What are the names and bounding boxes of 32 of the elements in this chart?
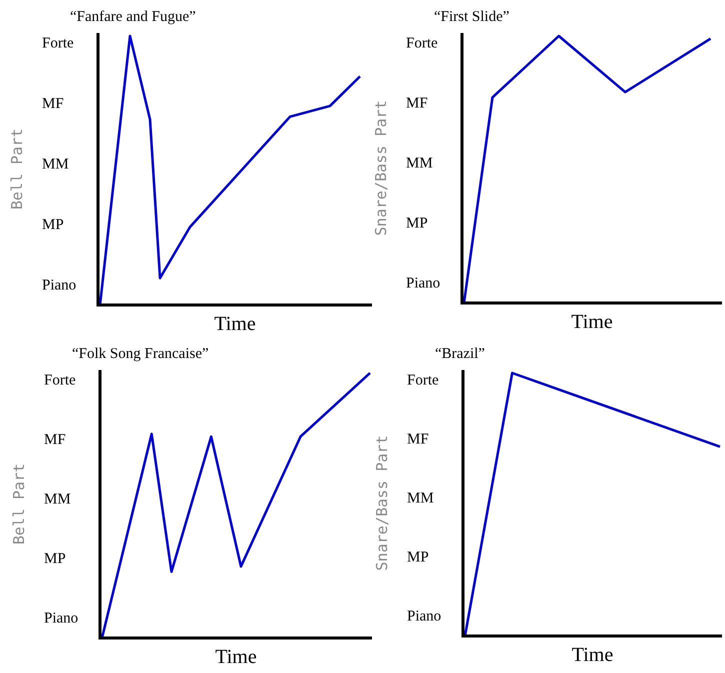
text: MP — [406, 215, 428, 232]
text: MP — [44, 550, 66, 567]
text: Forte — [407, 372, 440, 388]
text: MP — [42, 216, 64, 233]
chart-title: “Brazil” — [435, 346, 485, 362]
chart-title: “First Slide” — [434, 9, 510, 25]
text: MF — [44, 432, 66, 448]
y-axis-title: Snare/Bass Part — [373, 435, 391, 571]
x-axis-title: Time — [572, 644, 614, 666]
y-axis-title: Bell Part — [10, 463, 28, 545]
text: MF — [42, 96, 64, 112]
x-axis-title: Time — [215, 646, 257, 668]
text: Piano — [44, 610, 78, 626]
text: Forte — [42, 35, 74, 52]
text: Forte — [406, 35, 438, 52]
y-axis-title: Snare/Bass Part — [372, 100, 390, 236]
text: MM — [406, 155, 433, 172]
x-axis-title: Time — [214, 313, 256, 335]
text: Piano — [406, 275, 440, 292]
text: Forte — [44, 372, 76, 388]
text: MF — [406, 95, 428, 112]
chart-title: “Folk Song Francaise” — [72, 346, 209, 362]
text: MP — [407, 549, 429, 566]
text: Piano — [407, 608, 442, 624]
text: Piano — [42, 277, 76, 294]
y-axis-title: Bell Part — [8, 128, 26, 210]
text: MM — [44, 491, 71, 508]
text: MM — [42, 156, 69, 172]
chart-title: “Fanfare and Fugue” — [70, 9, 196, 25]
text: MF — [407, 431, 429, 448]
text: MM — [407, 490, 434, 506]
x-axis-title: Time — [571, 311, 613, 333]
